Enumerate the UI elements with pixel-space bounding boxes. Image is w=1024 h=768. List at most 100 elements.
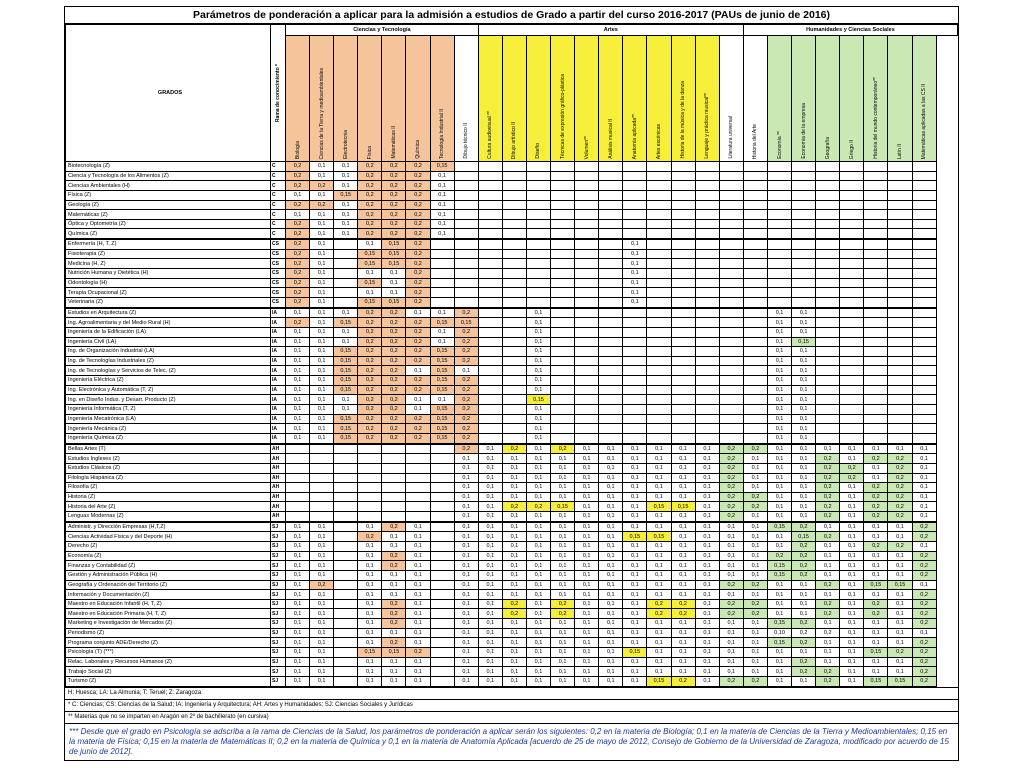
weight-cell [887,336,913,348]
subject-label: Diseño [535,143,542,159]
weight-cell [718,384,744,396]
weight-cell: 0,1 [453,608,479,620]
weight-cell [501,277,527,289]
weight-cell [646,384,672,396]
weight-cell [550,413,576,425]
weight-cell [911,394,937,405]
weight-cell: 0,1 [766,491,793,503]
weight-cell: 0,2 [284,296,311,309]
weight-cell: 0,1 [477,491,503,503]
weight-cell: 0,1 [574,627,600,639]
weight-cell: 0,1 [742,472,768,484]
weight-cell: 0,1 [742,520,768,533]
rama-code: AH [270,462,286,474]
weight-cell: 0,1 [646,462,672,474]
weight-cell [477,317,503,328]
grado-row: Geografía y Ordenación del Territorio (Z… [65,579,958,591]
weight-cell [791,199,817,211]
weight-cell: 0,1 [309,326,335,338]
weight-cell [357,482,383,493]
grado-row: Administr. y Dirección Empresas (H,T,Z) S… [65,520,958,533]
subject-header: Dibujo artístico II [501,35,527,162]
weight-cell: 0,2 [381,180,407,191]
weight-cell: 0,2 [309,199,335,211]
weight-cell [525,296,552,309]
weight-cell: 0,1 [670,618,696,629]
weight-cell [742,365,768,377]
weight-cell [911,258,937,270]
weight-cell: 0,15 [333,384,359,396]
weight-cell: 0,1 [284,365,311,377]
grado-row: Ciencias Actividad Física y del Deporte … [65,531,958,542]
grado-row: Matemáticas (Z) C 0,1 0,1 0,1 0,2 0,2 0,2 0,1 [65,209,958,220]
weight-cell: 0,2 [911,569,937,581]
weight-cell [887,248,913,260]
weight-cell [429,598,455,610]
weight-cell: 0,1 [766,656,793,668]
weight-cell: 0,1 [357,268,383,279]
weight-cell [333,656,359,668]
weight-cell [501,384,527,396]
weight-cell [501,394,527,405]
weight-cell: 0,1 [791,442,817,455]
weight-cell [357,442,383,455]
weight-cell: 0,1 [405,404,431,415]
weight-cell: 0,1 [622,472,648,484]
grado-name: Maestro en Educación Primaria (H, T, Z) [65,608,271,620]
weight-cell [550,189,576,201]
weight-cell [284,501,311,513]
weight-cell: 0,1 [525,520,552,533]
weight-cell: 0,1 [357,238,383,250]
weight-cell [670,296,696,309]
rama-code: AH [270,482,286,493]
rama-code: IA [270,423,286,434]
weight-cell [694,277,720,289]
weight-cell: 0,1 [357,675,383,687]
rama-code: IA [270,336,286,348]
weight-cell: 0,1 [453,550,479,562]
weight-cell: 0,1 [550,520,576,533]
weight-cell [453,209,479,220]
weight-cell: 0,1 [405,666,431,677]
weight-cell: 0,1 [646,627,672,639]
weight-cell [333,277,359,289]
weight-cell: 0,2 [815,462,841,474]
weight-cell: 0,1 [429,326,455,338]
weight-cell: 0,2 [381,209,407,220]
weight-cell: 0,1 [453,365,479,377]
weight-cell [405,501,431,513]
weight-cell [766,296,793,309]
rama-code: SJ [270,647,286,658]
weight-cell: 0,1 [574,647,600,658]
rama-code: SJ [270,531,286,542]
weight-cell: 0,1 [550,482,576,493]
grado-row: Finanzas y Contabilidad (Z) SJ 0,1 0,1 0,1 0,… [65,560,958,571]
weight-cell: 0,1 [574,541,600,552]
weight-cell: 0,2 [887,501,913,513]
weight-cell: 0,2 [357,180,383,191]
grado-row: Ingeniería Informática (T, Z) IA 0,1 0,1 0,1… [65,404,958,415]
weight-cell [646,355,672,367]
weight-cell: 0,1 [815,560,841,571]
weight-cell: 0,1 [791,384,817,396]
weight-cell: 0,1 [357,560,383,571]
weight-cell [670,189,696,201]
weight-cell: 0,1 [694,482,720,493]
weight-cell: 0,1 [742,511,768,523]
weight-cell: 0,1 [333,326,359,338]
weight-cell [694,248,720,260]
weight-cell: 0,1 [525,346,552,357]
weight-cell [429,618,455,629]
weight-cell: 0,1 [501,647,527,658]
weight-cell [646,413,672,425]
grado-name: Psicología (T) (***) [65,647,271,658]
grado-row: Ciencia y Tecnología de los Alimentos (Z… [65,170,958,182]
weight-cell [839,180,865,191]
weight-cell [839,218,865,230]
weight-cell: 0,1 [501,462,527,474]
weight-cell [574,199,600,211]
weight-cell [694,423,720,434]
weight-cell: 0,2 [911,647,937,658]
weight-cell [670,432,696,445]
weight-cell: 0,1 [550,675,576,687]
